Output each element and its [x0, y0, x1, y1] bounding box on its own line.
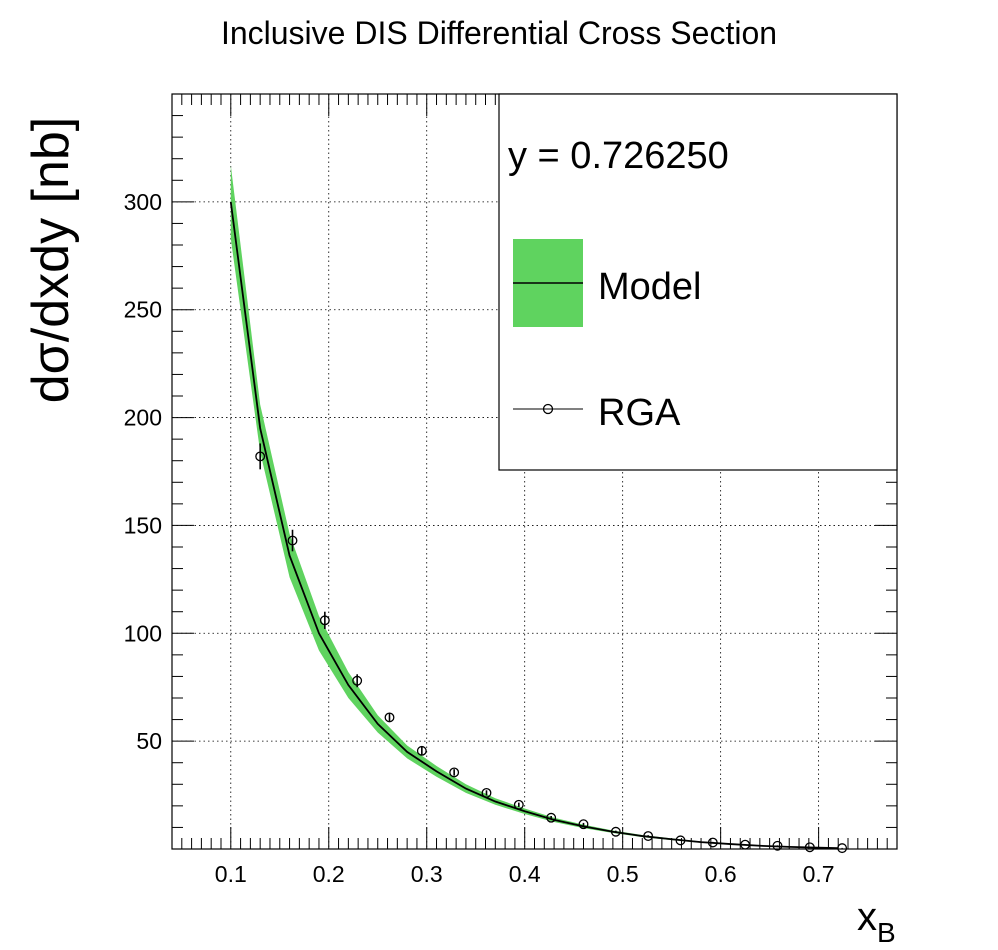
rga-point-7 [481, 787, 492, 798]
y-axis-label: dσ/dxdy [nb] [22, 117, 80, 403]
rga-point-17 [804, 842, 815, 853]
rga-point-8 [513, 799, 524, 810]
x-axis-label-subscript: B [877, 917, 896, 945]
y-tick-label-5: 300 [124, 189, 162, 215]
legend-header: y = 0.726250 [508, 135, 729, 177]
chart-title: Inclusive DIS Differential Cross Section [221, 15, 777, 51]
legend: y = 0.726250 Model RGA [498, 93, 898, 471]
rga-point-1 [287, 535, 298, 546]
rga-point-13 [675, 835, 686, 846]
x-tick-label-1: 0.2 [313, 861, 345, 887]
rga-point-9 [546, 812, 557, 823]
legend-rga-label: RGA [598, 392, 681, 434]
y-tick-label-2: 150 [124, 512, 162, 538]
x-tick-label-5: 0.6 [705, 861, 737, 887]
x-tick-label-0: 0.1 [215, 861, 247, 887]
rga-point-14 [707, 837, 718, 848]
legend-rga-marker [542, 403, 554, 415]
x-axis-label: xB [857, 895, 896, 945]
y-tick-label-0: 50 [136, 728, 162, 754]
rga-point-10 [578, 819, 589, 830]
y-tick-label-4: 250 [124, 297, 162, 323]
rga-point-12 [643, 831, 654, 842]
rga-point-2 [319, 615, 330, 626]
rga-marker-layer [255, 443, 848, 854]
x-tick-label-6: 0.7 [803, 861, 835, 887]
y-tick-label-1: 100 [124, 620, 162, 646]
y-tick-label-3: 200 [124, 405, 162, 431]
rga-point-3 [352, 675, 363, 686]
x-tick-label-2: 0.3 [411, 861, 443, 887]
legend-model-label: Model [598, 266, 702, 308]
rga-point-5 [416, 745, 427, 756]
rga-point-0 [255, 451, 266, 462]
x-axis-label-main: x [857, 895, 877, 939]
rga-point-16 [772, 840, 783, 851]
x-tick-label-3: 0.4 [509, 861, 541, 887]
x-tick-label-4: 0.5 [607, 861, 639, 887]
rga-point-4 [384, 712, 395, 723]
rga-point-11 [610, 826, 621, 837]
rga-point-6 [449, 767, 460, 778]
